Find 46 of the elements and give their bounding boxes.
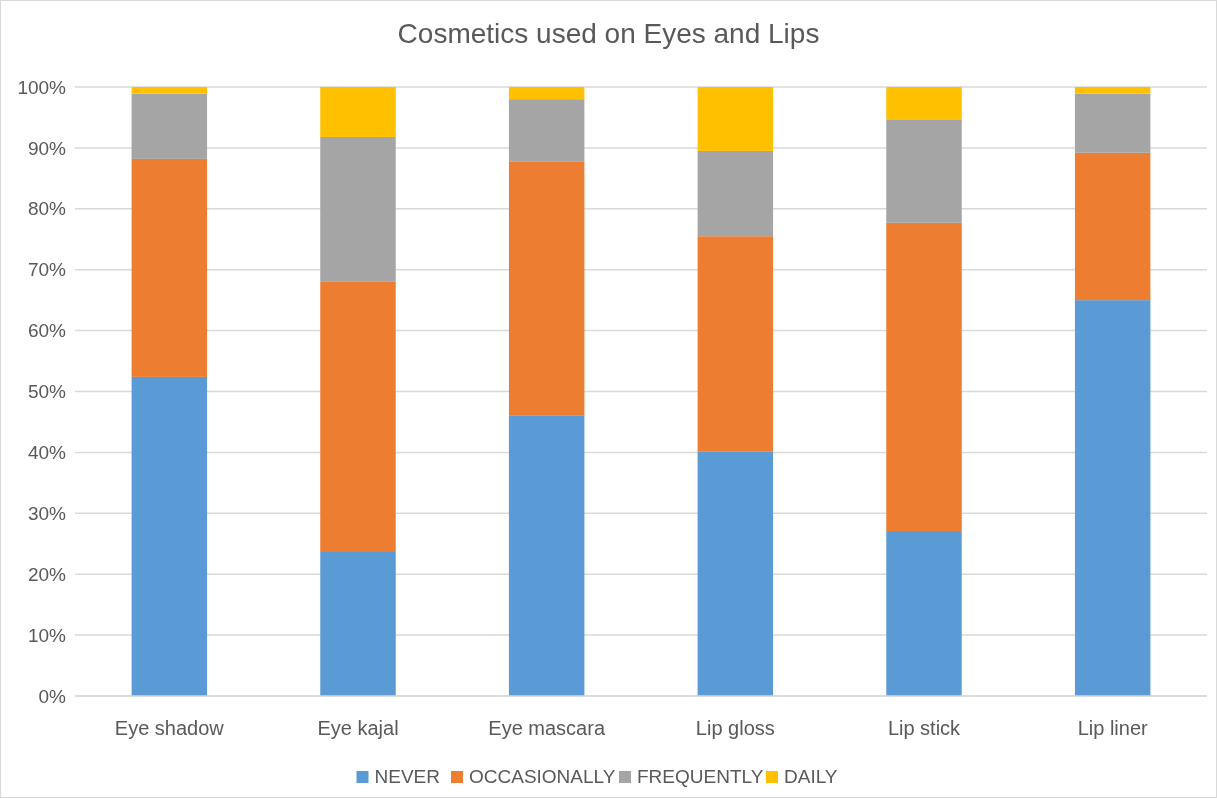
bar	[508, 161, 585, 416]
bar	[886, 87, 962, 120]
bar	[131, 87, 208, 94]
y-tick-label: 80%	[27, 198, 67, 220]
legend-label: OCCASIONALLY	[469, 766, 616, 787]
legend-label: DAILY	[784, 766, 838, 787]
bar	[320, 87, 396, 137]
bar	[1074, 300, 1151, 696]
bar	[131, 93, 208, 159]
bar	[1074, 93, 1151, 153]
bar	[697, 451, 774, 696]
bar	[1074, 152, 1151, 301]
bar	[697, 236, 774, 452]
bar	[320, 551, 396, 696]
x-tick-label: Eye mascara	[488, 717, 606, 739]
bar	[131, 158, 208, 377]
bar	[1074, 87, 1151, 94]
y-tick-label: 100%	[17, 76, 67, 98]
y-tick-label: 10%	[27, 624, 67, 646]
y-tick-label: 50%	[27, 381, 67, 403]
bar	[697, 150, 774, 237]
y-tick-label: 60%	[27, 320, 67, 342]
bar	[886, 530, 962, 696]
y-tick-label: 40%	[27, 442, 67, 464]
y-tick-label: 0%	[38, 685, 67, 707]
bar	[508, 99, 585, 162]
x-tick-label: Lip gloss	[695, 717, 775, 739]
bar	[697, 87, 774, 151]
bar	[131, 376, 208, 696]
bar	[320, 136, 396, 282]
chart-title: Cosmetics used on Eyes and Lips	[397, 18, 820, 49]
y-tick-label: 70%	[27, 259, 67, 281]
bar	[508, 415, 585, 696]
x-tick-label: Lip liner	[1077, 717, 1149, 739]
y-tick-label: 90%	[27, 137, 67, 159]
bar	[886, 119, 962, 223]
bar	[886, 222, 962, 531]
y-tick-label: 30%	[27, 502, 67, 524]
legend-label: FREQUENTLY	[637, 766, 764, 787]
bar	[508, 87, 585, 100]
x-tick-label: Eye shadow	[114, 717, 225, 739]
x-tick-label: Lip stick	[887, 717, 962, 739]
bar	[320, 281, 396, 552]
legend-label: NEVER	[374, 766, 440, 787]
x-tick-label: Eye kajal	[317, 717, 399, 739]
y-tick-label: 20%	[27, 563, 67, 585]
